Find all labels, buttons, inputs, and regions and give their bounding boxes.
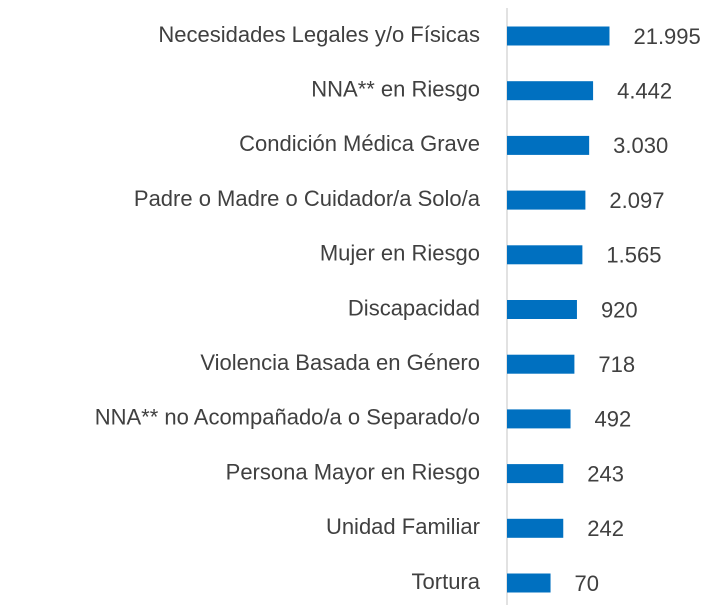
category-label: Discapacidad [348,295,480,320]
value-label: 718 [598,352,635,377]
category-label: Tortura [412,569,481,594]
bar [507,409,571,429]
bar [507,245,583,265]
value-label: 492 [595,407,632,432]
category-label: NNA** no Acompañado/a o Separado/o [95,405,480,430]
value-label: 243 [587,461,624,486]
bar [507,26,610,46]
value-label: 242 [587,516,624,541]
bar [507,190,586,210]
bar [507,135,590,155]
category-label: Condición Médica Grave [239,131,480,156]
category-label: Padre o Madre o Cuidador/a Solo/a [134,186,481,211]
category-label: NNA** en Riesgo [311,77,480,102]
value-label: 4.442 [617,79,672,104]
bar [507,573,551,593]
value-label: 21.995 [633,24,700,49]
value-label: 2.097 [609,188,664,213]
bar [507,464,564,484]
bar [507,81,594,101]
category-label: Necesidades Legales y/o Físicas [158,22,480,47]
value-label: 3.030 [613,133,668,158]
bar [507,518,564,538]
category-label: Unidad Familiar [326,514,480,539]
bar [507,300,577,319]
category-label: Mujer en Riesgo [320,241,480,266]
value-label: 70 [575,571,599,596]
category-label: Violencia Basada en Género [200,350,480,375]
bar [507,354,575,374]
value-label: 920 [601,297,638,322]
category-label: Persona Mayor en Riesgo [226,459,480,484]
value-label: 1.565 [606,243,661,268]
